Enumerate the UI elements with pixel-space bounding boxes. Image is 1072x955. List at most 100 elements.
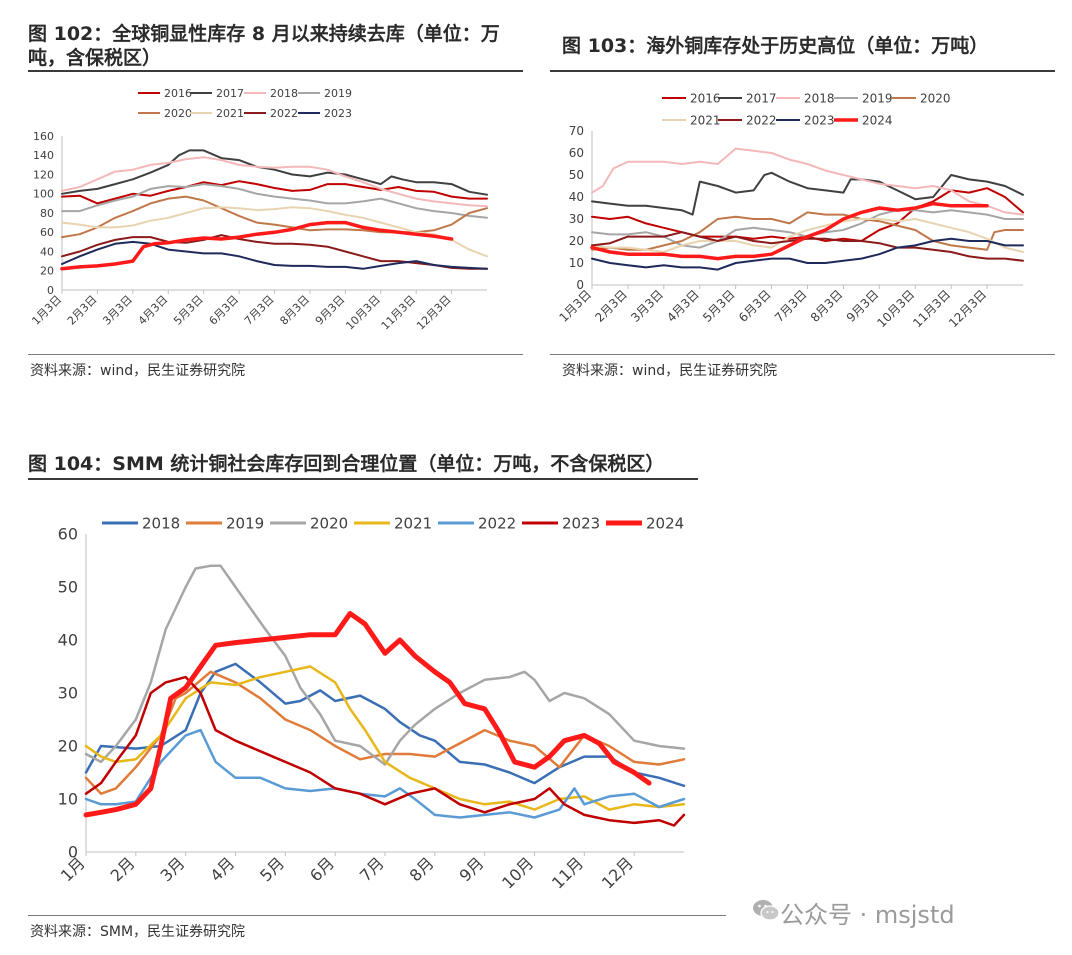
chart103-x-tick-label: 1月3日: [556, 287, 594, 325]
panel-103-title: 图 103：海外铜库存处于历史高位（单位：万吨）: [562, 35, 989, 57]
chart104-x-tick-label: 11月: [548, 853, 587, 892]
chart103-x-tick-label: 2月3日: [592, 287, 630, 325]
chart104-y-tick-label: 0: [68, 843, 78, 862]
chart103-y-tick-label: 70: [569, 124, 584, 138]
panel-104-bottom-rule: [28, 915, 726, 916]
chart102-x-tick-label: 4月3日: [136, 293, 171, 328]
chart102-y-tick-label: 20: [40, 265, 54, 278]
chart103-x-tick-label: 11月3日: [910, 287, 953, 330]
chart103-series-line-2023: [591, 237, 1024, 271]
chart102-x-tick-label: 12月3日: [414, 293, 454, 333]
chart104-y-tick-label: 40: [58, 631, 78, 650]
chart103-series-line-2018: [591, 147, 1024, 216]
chart104-y-tick-label: 20: [58, 737, 78, 756]
chart104-series-line-2023: [84, 675, 686, 827]
chart102-x-tick-label: 10月3日: [343, 293, 383, 333]
chart104-x-tick-label: 1月: [57, 853, 89, 885]
chart104-y-tick-label: 30: [58, 684, 78, 703]
chart104-series-line-2020: [84, 564, 686, 766]
chart102-y-tick-label: 160: [33, 130, 54, 143]
chart104-legend-label: 2018: [142, 514, 180, 532]
chart103-y-tick-label: 20: [569, 234, 584, 248]
panel-102-top-rule: [28, 70, 523, 72]
chart102-legend-label: 2016: [164, 87, 192, 100]
chart104-x-tick-label: 12月: [598, 853, 637, 892]
chart103-x-tick-label: 3月3日: [628, 287, 666, 325]
panel-104-top-rule: [28, 478, 698, 480]
chart103-legend-label: 2023: [804, 113, 835, 127]
chart102-y-tick-label: 0: [47, 284, 54, 297]
chart102-group: 0 20 40 60 80 100 120 140 160 1月3日 2月3日 3月3日 4月3日 5月3…: [29, 87, 488, 333]
chart104-x-tick-label: 7月: [356, 853, 388, 885]
chart104-x-tick-label: 4月: [206, 853, 238, 885]
panel-103-top-rule: [550, 70, 1055, 72]
panel-104-title: 图 104：SMM 统计铜社会库存回到合理位置（单位：万吨，不含保税区）: [28, 453, 665, 475]
chart103-x-tick-label: 4月3日: [664, 287, 702, 325]
chart104-x-tick-label: 5月: [256, 853, 288, 885]
panel-102-title-line2: 吨，含保税区）: [28, 47, 162, 69]
chart102-y-tick-label: 80: [40, 207, 54, 220]
chart103-legend-label: 2024: [862, 113, 893, 127]
chart102-y-tick-label: 40: [40, 245, 54, 258]
chart103-series-line-2022: [591, 231, 1024, 262]
chart103-y-tick-label: 10: [569, 256, 584, 270]
chart103-x-tick-label: 8月3日: [808, 287, 846, 325]
chart104-series-line-2019: [84, 670, 686, 795]
chart103-y-tick-label: 0: [576, 278, 584, 292]
chart102-series-line-2024: [60, 220, 454, 271]
chart103-group: 0 10 20 30 40 50 60 70 1月3日2月3日3月3日4月3日5月3日6月3日7…: [556, 91, 1024, 330]
panel-102-title-line1: 图 102：全球铜显性库存 8 月以来持续去库（单位：万: [28, 23, 500, 45]
chart102-x-tick-label: 2月3日: [65, 293, 100, 328]
chart102-y-tick-label: 120: [33, 168, 54, 181]
chart104-y-tick-label: 50: [58, 578, 78, 597]
chart102-x-tick-label: 7月3日: [242, 293, 277, 328]
chart104-y-tick-label: 10: [58, 790, 78, 809]
chart103-x-tick-label: 12月3日: [946, 287, 989, 330]
chart102-x-tick-label: 6月3日: [207, 293, 242, 328]
chart102-x-tick-label: 8月3日: [277, 293, 312, 328]
chart104-series-line-2021: [84, 665, 686, 811]
chart103-x-tick-label: 7月3日: [772, 287, 810, 325]
chart102-series-line-2016: [61, 180, 488, 205]
chart104-x-tick-label: 2月: [107, 853, 139, 885]
chart103-legend-label: 2016: [690, 91, 721, 105]
chart102-series-line-2017: [61, 149, 488, 196]
chart103-x-tick-label: 5月3日: [700, 287, 738, 325]
chart103-series-line-2016: [591, 187, 1024, 242]
chart103-y-tick-label: 40: [569, 190, 584, 204]
chart102-series-line-2018: [61, 156, 488, 208]
chart103-legend-label: 2020: [920, 91, 951, 105]
chart104-series-line-2022: [84, 728, 686, 819]
chart103-legend-label: 2021: [690, 113, 721, 127]
chart102-y-tick-label: 140: [33, 149, 54, 162]
watermark-text: 公众号 · msjstd: [780, 901, 955, 929]
chart103-y-tick-label: 50: [569, 168, 584, 182]
chart103-y-tick-label: 30: [569, 212, 584, 226]
panel-104-source: 资料来源：SMM，民生证券研究院: [30, 924, 246, 940]
panel-103-bottom-rule: [550, 354, 1055, 355]
chart103-legend-label: 2022: [746, 113, 777, 127]
chart102-x-tick-label: 5月3日: [171, 293, 206, 328]
chart103-series-line-2024: [590, 201, 989, 261]
chart102-y-tick-label: 60: [40, 226, 54, 239]
chart102-legend-label: 2021: [216, 107, 244, 120]
chart102-x-tick-label: 1月3日: [29, 293, 64, 328]
chart102-series-line-2023: [61, 240, 488, 270]
chart104-x-tick-label: 8月: [406, 853, 438, 885]
wechat-icon: [752, 898, 780, 926]
chart104-x-tick-label: 10月: [498, 853, 537, 892]
chart103-x-tick-label: 6月3日: [736, 287, 774, 325]
chart104-x-tick-label: 9月: [456, 853, 488, 885]
chart102-legend-label: 2023: [324, 107, 352, 120]
chart102-legend-label: 2020: [164, 107, 192, 120]
chart104-series-line-2018: [84, 662, 686, 788]
chart102-legend-label: 2019: [324, 87, 352, 100]
chart102-series-line-2019: [61, 183, 488, 219]
chart102-x-tick-label: 9月3日: [313, 293, 348, 328]
chart104-x-tick-label: 6月: [306, 853, 338, 885]
chart103-y-tick-label: 60: [569, 146, 584, 160]
chart103-legend-label: 2017: [746, 91, 777, 105]
chart102-x-tick-label: 3月3日: [100, 293, 135, 328]
chart102-series-line-2021: [61, 206, 488, 258]
